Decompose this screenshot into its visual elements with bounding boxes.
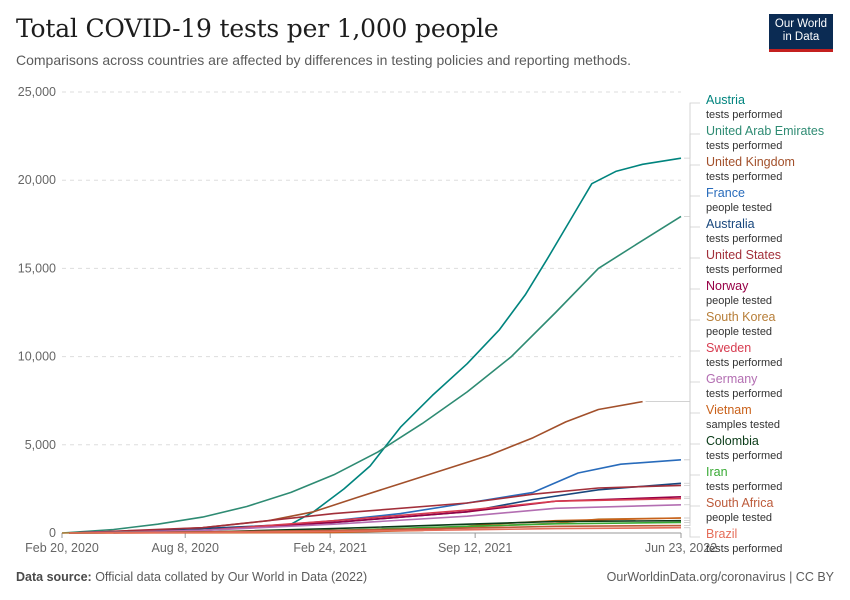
legend-connector — [684, 133, 700, 217]
legend-connector — [684, 505, 700, 526]
legend-entry-name[interactable]: United Kingdom — [706, 155, 795, 169]
legend-entry-metric: tests performed — [706, 481, 782, 493]
legend-entry-name[interactable]: South Korea — [706, 310, 776, 324]
legend-entry-name[interactable]: Australia — [706, 217, 755, 231]
legend-connector — [684, 195, 700, 461]
x-axis: Feb 20, 2020 Aug 8, 2020 Feb 24, 2021 Sep 1… — [25, 533, 717, 555]
series-line-united-arab-emirates[interactable] — [61, 215, 682, 534]
legend-entry-metric: tests performed — [706, 388, 782, 400]
legend-entry-name[interactable]: Brazil — [706, 527, 737, 541]
y-gridlines — [62, 91, 681, 534]
y-tick-label: 10,000 — [18, 350, 56, 364]
legend-entry-metric: tests performed — [706, 264, 782, 276]
series-line-united-kingdom[interactable] — [69, 400, 643, 534]
legend-entry-name[interactable]: Colombia — [706, 434, 759, 448]
logo-line2: in Data — [782, 31, 820, 43]
legend: Austria tests performed United Arab Emirat… — [645, 93, 824, 555]
data-source-note: Data source: Official data collated by O… — [16, 570, 367, 584]
legend-entry-name[interactable]: Sweden — [706, 341, 751, 355]
legend-entry-metric: tests performed — [706, 140, 782, 152]
x-tick-label: Sep 12, 2021 — [438, 541, 512, 555]
chart-title: Total COVID-19 tests per 1,000 people — [16, 14, 499, 43]
legend-entry-name[interactable]: Norway — [706, 279, 749, 293]
legend-connector — [684, 102, 700, 159]
legend-entry-metric: tests performed — [706, 171, 782, 183]
x-tick-label: Feb 24, 2021 — [293, 541, 367, 555]
x-tick-label: Jun 23, 2022 — [645, 541, 717, 555]
legend-entry-metric: people tested — [706, 202, 772, 214]
legend-connector — [684, 257, 700, 486]
legend-entry-metric: people tested — [706, 295, 772, 307]
legend-connector — [684, 412, 700, 519]
chart-subtitle: Comparisons across countries are affecte… — [16, 52, 632, 68]
footer-link[interactable]: OurWorldinData.org/coronavirus | CC BY — [606, 570, 834, 584]
legend-connector — [684, 226, 700, 484]
legend-entry-metric: tests performed — [706, 450, 782, 462]
legend-entry-name[interactable]: United Arab Emirates — [706, 124, 824, 138]
legend-entry-metric: people tested — [706, 326, 772, 338]
legend-entry-metric: people tested — [706, 512, 772, 524]
x-tick-label: Aug 8, 2020 — [152, 541, 219, 555]
legend-entry-metric: tests performed — [706, 357, 782, 369]
y-tick-label: 0 — [49, 526, 56, 540]
legend-entry-name[interactable]: France — [706, 186, 745, 200]
legend-entry-name[interactable]: United States — [706, 248, 781, 262]
legend-entry-metric: samples tested — [706, 419, 780, 431]
y-tick-label: 15,000 — [18, 261, 56, 275]
legend-connector — [684, 381, 700, 506]
y-tick-label: 20,000 — [18, 173, 56, 187]
owid-logo[interactable]: Our World in Data — [769, 14, 833, 52]
series-line-united-states[interactable] — [69, 484, 682, 534]
legend-connector — [684, 527, 700, 538]
legend-entry-name[interactable]: Vietnam — [706, 403, 752, 417]
legend-entry-name[interactable]: South Africa — [706, 496, 773, 510]
series-line-brazil[interactable] — [69, 526, 682, 534]
legend-entry-name[interactable]: Austria — [706, 93, 745, 107]
y-tick-label: 25,000 — [18, 85, 56, 99]
legend-entry-metric: tests performed — [706, 543, 782, 555]
series-lines — [61, 157, 682, 534]
logo-line1: Our World — [774, 18, 828, 30]
legend-entry-metric: tests performed — [706, 109, 782, 121]
x-tick-label: Feb 20, 2020 — [25, 541, 99, 555]
data-source-text: Official data collated by Our World in D… — [91, 570, 368, 584]
y-axis-ticks: 0 5,000 10,000 15,000 20,000 25,000 — [18, 85, 56, 540]
legend-entry-name[interactable]: Germany — [706, 372, 758, 386]
y-tick-label: 5,000 — [25, 438, 56, 452]
legend-connector — [645, 164, 700, 402]
legend-entry-metric: tests performed — [706, 233, 782, 245]
legend-connector — [684, 350, 700, 500]
series-line-austria[interactable] — [290, 157, 682, 525]
legend-connector — [684, 443, 700, 522]
data-source-label: Data source: — [16, 570, 92, 584]
legend-entry-name[interactable]: Iran — [706, 465, 728, 479]
legend-connector — [684, 474, 700, 523]
legend-connector — [684, 319, 700, 519]
series-line-germany[interactable] — [69, 504, 682, 534]
